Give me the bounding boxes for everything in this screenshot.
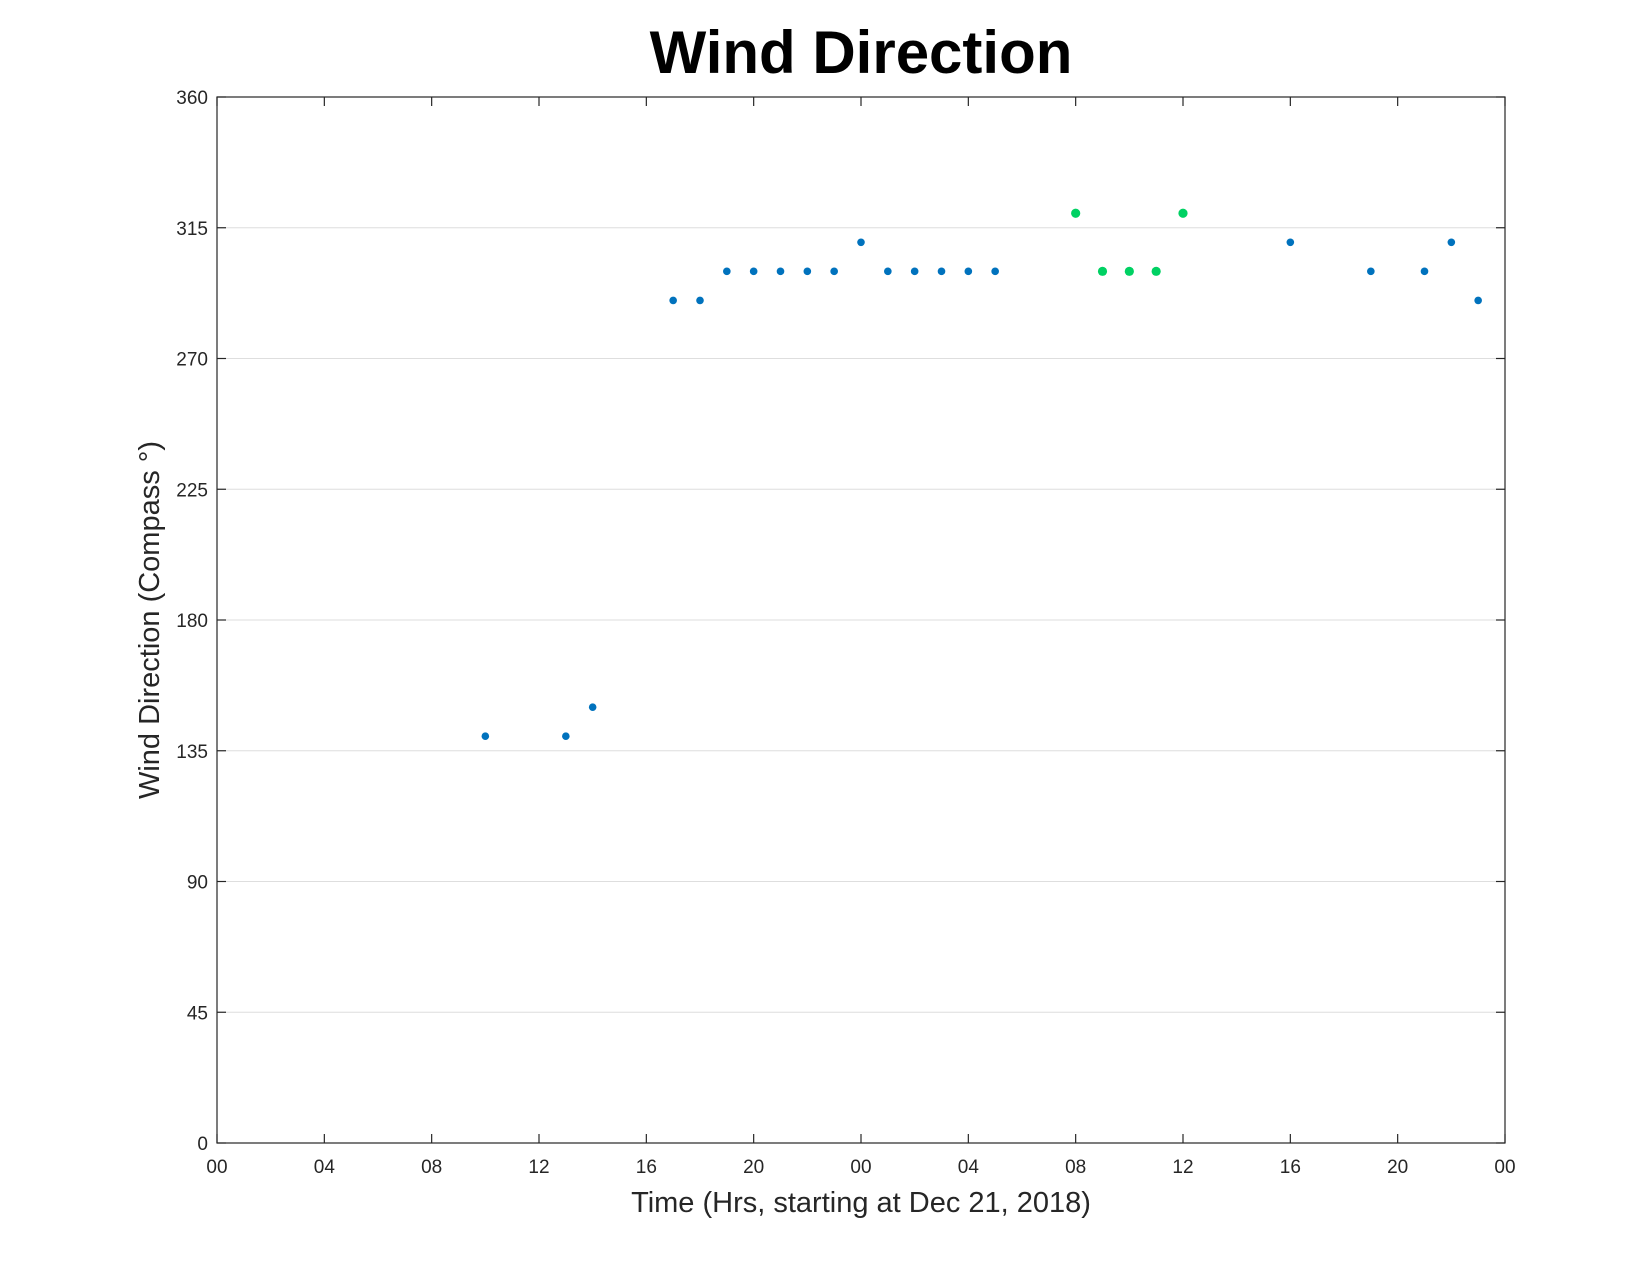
- data-point: [481, 732, 490, 741]
- axis-ticks: [216, 96, 1506, 1144]
- x-tick-label: 20: [1387, 1157, 1408, 1178]
- x-tick-label: 00: [206, 1157, 227, 1178]
- x-tick-label: 12: [528, 1157, 549, 1178]
- data-point: [588, 703, 597, 711]
- x-tick-label: 20: [743, 1157, 764, 1178]
- data-point: [749, 267, 758, 276]
- data-point: [1367, 267, 1375, 276]
- data-point: [1286, 238, 1295, 247]
- data-point: [1097, 266, 1108, 276]
- y-gridlines: [217, 227, 1505, 1013]
- data-point: [1420, 267, 1429, 276]
- chart-title: Wind Direction: [650, 19, 1073, 86]
- data-point: [723, 267, 731, 276]
- data-point: [562, 732, 570, 741]
- y-tick-label: 135: [176, 742, 208, 763]
- data-point: [964, 267, 973, 276]
- y-tick-labels: 0 45 90 135 180 225 270 315 360: [176, 88, 208, 1155]
- data-point: [776, 267, 785, 276]
- data-point: [830, 267, 838, 276]
- y-tick-label: 270: [176, 350, 208, 371]
- data-point: [937, 267, 946, 276]
- x-tick-labels: 00 04 08 12 16 20 00 04 08 12 16 20 00: [206, 1157, 1515, 1178]
- y-tick-label: 360: [176, 88, 208, 109]
- data-point: [884, 267, 892, 276]
- x-tick-label: 12: [1172, 1157, 1193, 1178]
- data-point: [1071, 208, 1081, 218]
- x-tick-label: 04: [314, 1157, 336, 1178]
- x-tick-label: 04: [958, 1157, 980, 1178]
- y-tick-label: 90: [187, 873, 208, 894]
- y-tick-label: 225: [176, 480, 208, 501]
- y-tick-label: 45: [187, 1003, 208, 1024]
- y-tick-label: 0: [197, 1134, 208, 1155]
- data-point: [1474, 296, 1482, 305]
- data-point: [1124, 266, 1134, 276]
- x-tick-label: 00: [1494, 1157, 1515, 1178]
- data-point: [1151, 266, 1161, 276]
- x-tick-label: 08: [421, 1157, 442, 1178]
- y-tick-label: 315: [176, 219, 208, 240]
- data-point: [1178, 208, 1188, 218]
- data-points: [481, 208, 1482, 741]
- x-tick-label: 16: [636, 1157, 657, 1178]
- data-point: [803, 267, 812, 276]
- data-point: [669, 296, 677, 305]
- data-point: [696, 296, 704, 305]
- x-axis-label: Time (Hrs, starting at Dec 21, 2018): [631, 1187, 1091, 1219]
- data-point: [910, 267, 919, 276]
- x-tick-label: 16: [1280, 1157, 1301, 1178]
- data-point: [991, 267, 999, 276]
- y-tick-label: 180: [176, 611, 208, 632]
- data-point: [857, 238, 865, 247]
- x-tick-label: 00: [850, 1157, 871, 1178]
- y-axis-label: Wind Direction (Compass °): [134, 441, 166, 799]
- x-tick-label: 08: [1065, 1157, 1086, 1178]
- data-point: [1447, 238, 1456, 247]
